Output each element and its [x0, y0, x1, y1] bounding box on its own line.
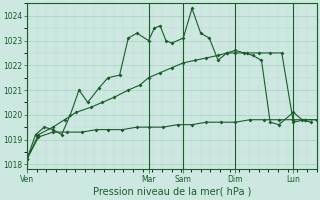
- X-axis label: Pression niveau de la mer( hPa ): Pression niveau de la mer( hPa ): [92, 187, 251, 197]
